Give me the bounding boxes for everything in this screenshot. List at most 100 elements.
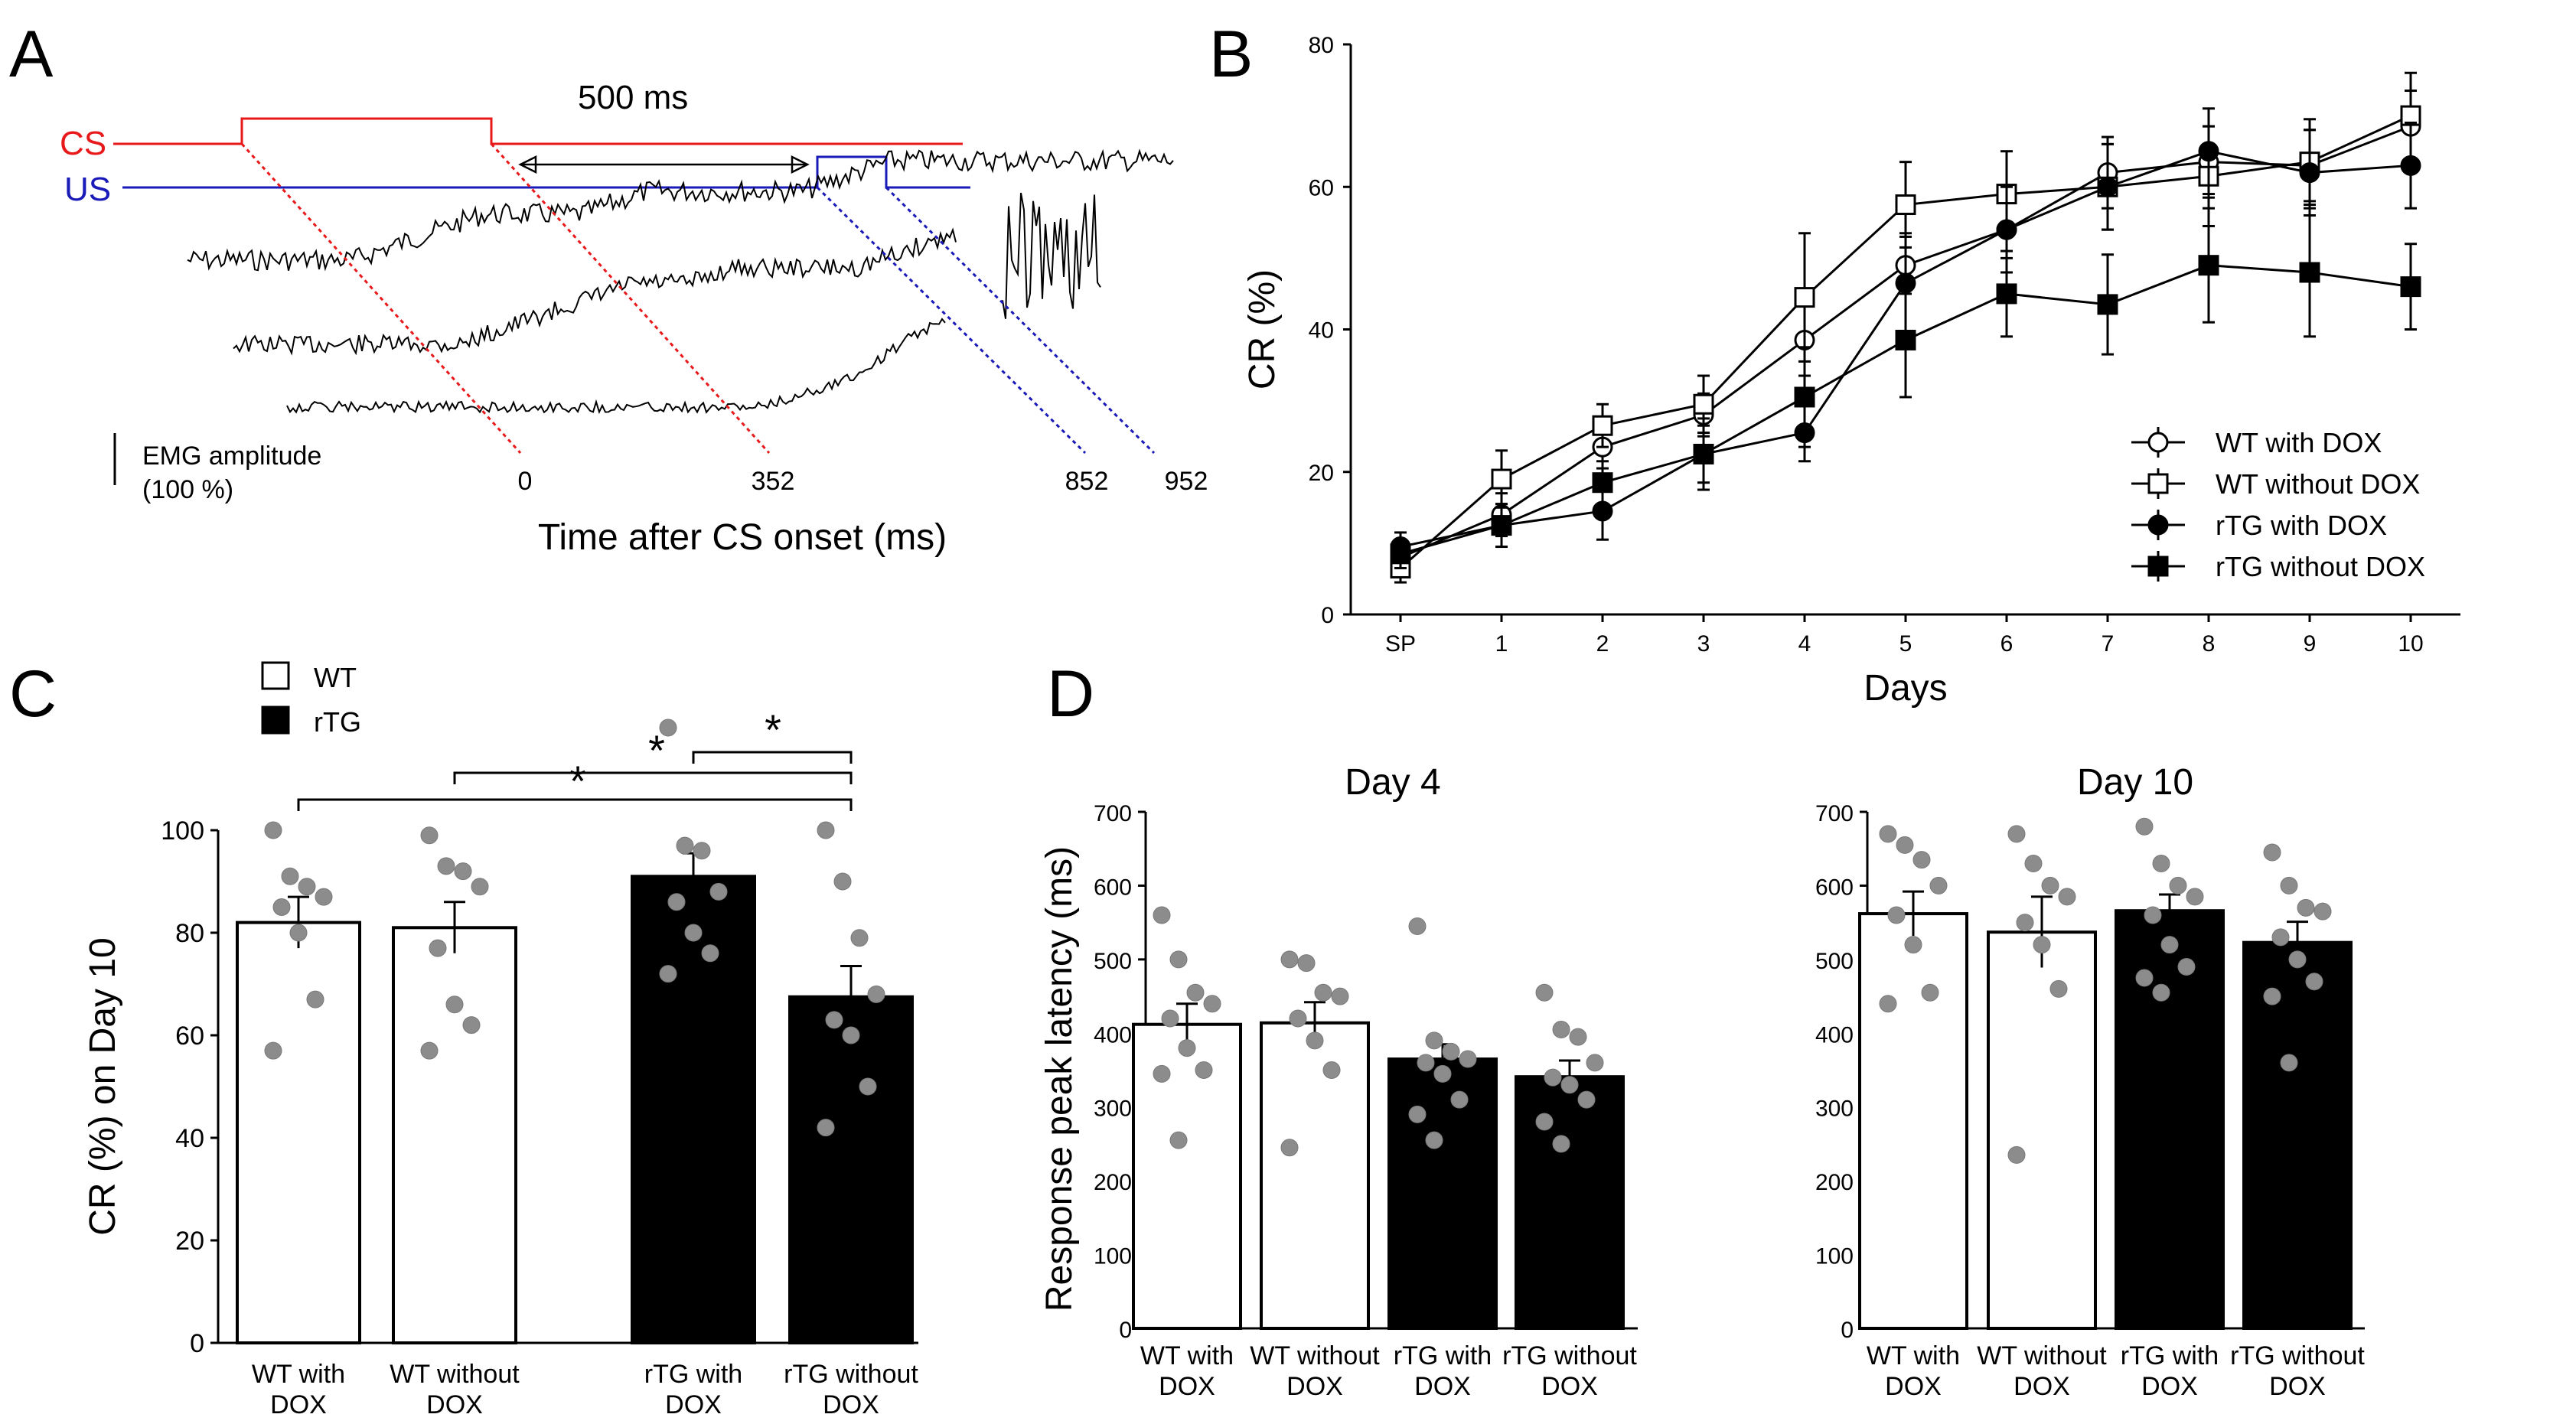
c-bar-wt-with-dox bbox=[236, 921, 361, 1344]
panel-b-letter: B bbox=[1209, 18, 1253, 91]
c-dot bbox=[429, 939, 447, 957]
legend-marker-rtg-with-dox bbox=[2147, 514, 2169, 536]
c-xlabel-line1: rTG with bbox=[644, 1360, 742, 1389]
panel-a: A CS US 500 ms EMG amplitude (100 %) 0 3… bbox=[9, 18, 1208, 558]
d10-dot bbox=[2160, 936, 2179, 954]
d10-dot bbox=[2169, 876, 2187, 894]
c-dot bbox=[659, 719, 677, 737]
d4-dot bbox=[1169, 950, 1188, 969]
d10-dot bbox=[2007, 825, 2026, 843]
d4-dot bbox=[1535, 1113, 1554, 1131]
legend-label-rtg-with-dox: rTG with DOX bbox=[2216, 510, 2387, 541]
d4-dot bbox=[1433, 1064, 1452, 1083]
c-dot bbox=[445, 995, 464, 1014]
d4-xlabel-line2: DOX bbox=[1414, 1372, 1471, 1401]
cs-onset-projection bbox=[240, 142, 522, 455]
b-ytick-label: 80 bbox=[1309, 33, 1334, 58]
data-point-rtg-without-dox bbox=[1895, 329, 1916, 350]
panel-d-letter: D bbox=[1047, 657, 1094, 731]
data-point-wt-without-dox bbox=[1491, 468, 1512, 490]
b-ytick-label: 20 bbox=[1309, 461, 1334, 486]
d10-xlabel-line2: DOX bbox=[2014, 1372, 2070, 1401]
data-point-rtg-without-dox bbox=[2400, 276, 2421, 298]
d4-dot bbox=[1331, 987, 1349, 1005]
data-point-rtg-without-dox bbox=[1693, 443, 1714, 464]
b-xtick-label: 1 bbox=[1495, 631, 1508, 657]
d4-ylabel: Response peak latency (ms) bbox=[1039, 846, 1080, 1312]
b-ylabel: CR (%) bbox=[1242, 269, 1283, 389]
d10-dot bbox=[2314, 902, 2332, 921]
panel-b: B 0 20 40 60 80 SP 1 2 3 4 5 6 7 8 9 10 Days CR (%) WT wit… bbox=[1209, 18, 2460, 709]
c-dot bbox=[471, 878, 489, 896]
d10-ytick-label: 700 bbox=[1815, 801, 1854, 826]
c-dot bbox=[437, 857, 455, 875]
b-xtick-label: 2 bbox=[1596, 631, 1609, 657]
d4-dot bbox=[1425, 1031, 1443, 1050]
b-xtick-label: 8 bbox=[2203, 631, 2216, 657]
c-ytick-label: 80 bbox=[175, 919, 204, 948]
us-label: US bbox=[64, 171, 111, 208]
d4-ytick-label: 100 bbox=[1094, 1244, 1132, 1269]
d10-ytick-label: 500 bbox=[1815, 949, 1854, 974]
d10-dot bbox=[2271, 928, 2290, 947]
d10-ytick-label: 400 bbox=[1815, 1022, 1854, 1048]
c-xlabel-line2: DOX bbox=[823, 1390, 879, 1419]
d4-dot bbox=[1425, 1131, 1443, 1149]
d4-xlabel-line2: DOX bbox=[1159, 1372, 1215, 1401]
c-xlabel-line1: WT without bbox=[390, 1360, 520, 1389]
emg-trace-4 bbox=[1002, 192, 1101, 319]
c-ytick-label: 100 bbox=[161, 816, 204, 846]
d4-dot bbox=[1544, 1068, 1562, 1087]
d10-dot bbox=[2280, 1054, 2298, 1072]
data-point-wt-without-dox bbox=[1592, 415, 1613, 436]
c-dot bbox=[667, 893, 686, 911]
b-legend: WT with DOX WT without DOX rTG with DOX rTG… bbox=[2131, 427, 2425, 582]
d4-ytick-label: 700 bbox=[1094, 801, 1132, 826]
c-dot bbox=[701, 944, 719, 963]
d10-dot bbox=[2305, 973, 2323, 991]
time-tick-352: 352 bbox=[752, 467, 795, 496]
data-point-wt-without-dox bbox=[1693, 393, 1714, 415]
cs-offset-projection bbox=[490, 142, 771, 455]
data-point-rtg-without-dox bbox=[2097, 294, 2118, 315]
c-dot bbox=[281, 867, 299, 885]
c-dot bbox=[659, 965, 677, 983]
d10-dot bbox=[2263, 987, 2281, 1005]
d4-dot bbox=[1195, 1061, 1213, 1079]
c-bar-rtg-without-dox bbox=[788, 995, 914, 1344]
d10-dot bbox=[1921, 983, 1939, 1002]
d10-xlabel-line1: WT with bbox=[1867, 1341, 1960, 1370]
data-point-rtg-without-dox bbox=[1592, 472, 1613, 494]
d4-dot bbox=[1586, 1054, 1604, 1072]
c-dot bbox=[825, 1011, 843, 1029]
b-xtick-label: 7 bbox=[2102, 631, 2115, 657]
d4-dot bbox=[1186, 983, 1205, 1002]
legend-swatch-rtg bbox=[261, 705, 290, 735]
legend-label-wt-with-dox: WT with DOX bbox=[2216, 427, 2382, 458]
d10-dot bbox=[2033, 936, 2051, 954]
legend-swatch-wt bbox=[261, 661, 290, 690]
emg-trace-2 bbox=[233, 227, 957, 356]
data-point-wt-without-dox bbox=[1895, 194, 1916, 216]
d10-xlabel-line1: rTG with bbox=[2121, 1341, 2219, 1370]
b-xtick-label: 10 bbox=[2398, 631, 2423, 657]
d4-dot bbox=[1535, 983, 1554, 1002]
data-point-rtg-without-dox bbox=[1390, 543, 1411, 565]
d10-ytick-label: 100 bbox=[1815, 1244, 1854, 1269]
c-dot bbox=[420, 1041, 439, 1060]
d10-dot bbox=[2041, 876, 2059, 894]
d10-dot bbox=[1896, 836, 1914, 854]
legend-marker-rtg-without-dox bbox=[2147, 556, 2169, 577]
d10-dot bbox=[2280, 876, 2298, 894]
c-dot bbox=[817, 821, 835, 839]
d4-dot bbox=[1306, 1031, 1324, 1050]
d10-bar-rtg-without-dox bbox=[2242, 940, 2353, 1331]
significance-brackets: * * * bbox=[297, 705, 853, 811]
data-point-rtg-without-dox bbox=[1794, 386, 1815, 408]
bracket-rtg-with-vs-rtg-without bbox=[692, 751, 853, 764]
c-bar-rtg-with-dox bbox=[631, 875, 756, 1345]
sig-star-1: * bbox=[569, 757, 586, 805]
d4-bar-wt-with-dox bbox=[1132, 1022, 1242, 1330]
